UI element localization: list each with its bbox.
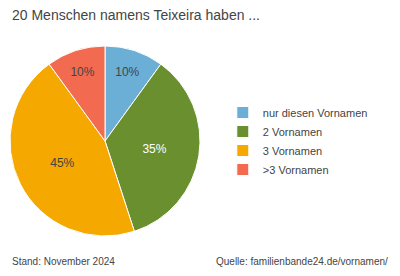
svg-text:20 Menschen namens Teixeira ha: 20 Menschen namens Teixeira haben ...: [12, 7, 260, 23]
svg-text:10%: 10%: [70, 65, 94, 79]
svg-text:2 Vornamen: 2 Vornamen: [263, 126, 322, 138]
svg-text:Stand: November 2024: Stand: November 2024: [12, 256, 115, 267]
svg-text:45%: 45%: [50, 156, 74, 170]
svg-text:nur diesen Vornamen: nur diesen Vornamen: [263, 107, 368, 119]
svg-text:35%: 35%: [142, 142, 166, 156]
svg-text:>3 Vornamen: >3 Vornamen: [263, 164, 329, 176]
svg-text:3 Vornamen: 3 Vornamen: [263, 145, 322, 157]
svg-text:Quelle: familienbande24.de/vor: Quelle: familienbande24.de/vornamen/: [216, 256, 388, 267]
svg-text:10%: 10%: [115, 65, 139, 79]
